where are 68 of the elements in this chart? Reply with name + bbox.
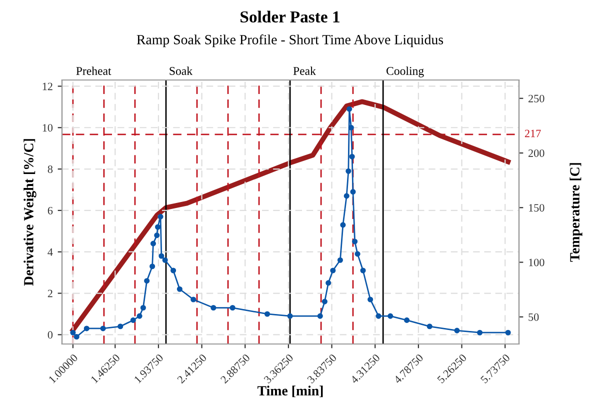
point bbox=[158, 214, 164, 220]
point bbox=[287, 313, 293, 319]
y-tick-label: 0 bbox=[48, 331, 53, 339]
point bbox=[70, 330, 76, 336]
point bbox=[326, 280, 332, 286]
chart-title: Solder Paste 1 bbox=[240, 10, 340, 23]
x-axis-title: Time [min] bbox=[257, 386, 323, 398]
ref-line-label: 217 bbox=[524, 130, 541, 138]
point bbox=[154, 232, 160, 238]
point bbox=[118, 324, 124, 330]
point bbox=[190, 296, 196, 302]
point bbox=[376, 313, 382, 319]
point bbox=[368, 296, 374, 302]
point bbox=[352, 238, 358, 244]
point bbox=[388, 313, 394, 319]
y2-tick-label: 50 bbox=[528, 313, 539, 321]
y-axis-title: Derivative Weight [%/C] bbox=[24, 139, 36, 286]
point bbox=[150, 240, 156, 246]
point bbox=[100, 326, 106, 332]
y-tick-label: 4 bbox=[48, 248, 53, 256]
point bbox=[426, 324, 432, 330]
point bbox=[404, 317, 410, 323]
point bbox=[158, 253, 164, 259]
point bbox=[230, 304, 236, 311]
y2-tick-label: 250 bbox=[528, 94, 544, 102]
point bbox=[144, 278, 150, 284]
point bbox=[354, 251, 360, 257]
point bbox=[317, 313, 323, 319]
point bbox=[477, 330, 483, 336]
point bbox=[150, 264, 156, 270]
point bbox=[136, 313, 142, 319]
point bbox=[337, 257, 343, 263]
point bbox=[130, 317, 136, 323]
point bbox=[155, 224, 161, 230]
ref-line-label: Peak bbox=[293, 66, 316, 75]
y-tick-label: 2 bbox=[48, 290, 52, 298]
point bbox=[346, 106, 352, 112]
point bbox=[140, 304, 146, 311]
point bbox=[264, 311, 270, 317]
point bbox=[322, 298, 328, 304]
point bbox=[330, 268, 336, 274]
y2-tick-label: 200 bbox=[528, 149, 544, 157]
point bbox=[74, 334, 80, 340]
point bbox=[505, 330, 511, 336]
y2-tick-label: 150 bbox=[529, 204, 544, 212]
y-tick-label: 8 bbox=[48, 166, 53, 173]
chart-subtitle: Ramp Soak Spike Profile - Short Time Above Liquidus bbox=[136, 34, 444, 48]
point bbox=[350, 189, 356, 195]
point bbox=[346, 168, 352, 174]
point bbox=[210, 304, 216, 311]
point bbox=[170, 268, 176, 274]
point bbox=[340, 222, 346, 228]
point bbox=[176, 286, 182, 292]
y2-axis-title: Temperature [C] bbox=[570, 163, 582, 262]
ref-line-label: Cooling bbox=[386, 66, 424, 78]
y2-tick-label: 100 bbox=[529, 258, 544, 266]
point bbox=[454, 328, 460, 334]
y-tick-label: 6 bbox=[48, 206, 53, 214]
point bbox=[162, 257, 168, 263]
point bbox=[360, 268, 366, 274]
point bbox=[349, 154, 355, 160]
point bbox=[344, 193, 350, 199]
point bbox=[348, 124, 354, 130]
point bbox=[84, 326, 90, 332]
ref-line-label: Preheat bbox=[76, 66, 112, 75]
y-tick-label: 10 bbox=[42, 124, 53, 132]
y-tick-label: 12 bbox=[42, 82, 52, 90]
ref-line-label: Soak bbox=[170, 66, 193, 75]
